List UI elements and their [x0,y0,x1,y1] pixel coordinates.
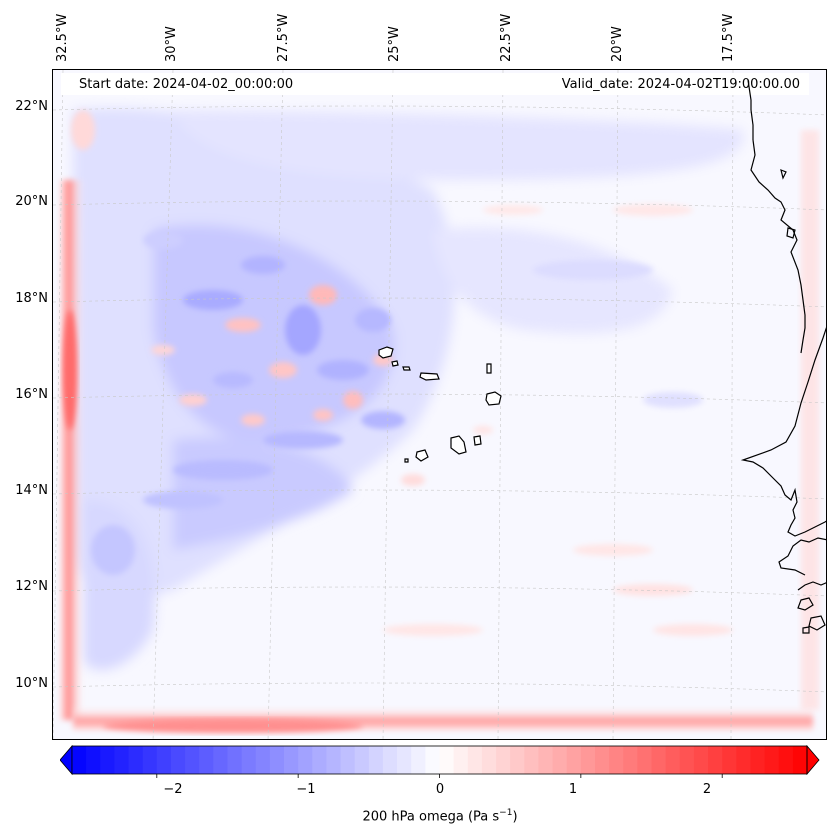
colorbar-segment [693,746,709,774]
colorbar-segment [580,746,596,774]
colorbar-label-exponent: −1 [499,808,513,818]
colorbar-label-main: 200 hPa omega (Pa s [362,809,500,825]
colorbar-segment [778,746,794,774]
colorbar-segment [467,746,483,774]
colorbar-segment [651,746,667,774]
boundary-artifacts [61,130,819,733]
colorbar-segment [354,746,370,774]
right-boundary-band [801,130,819,710]
colorbar-segment [241,746,257,774]
colorbar-segment [326,746,342,774]
start-date-label: Start date: 2024-04-02_00:00:00 [79,77,294,92]
colorbar-segments [60,744,820,776]
colorbar-tick-label: 0 [435,782,445,797]
colorbar-segment [156,746,172,774]
colorbar-segment [708,746,723,774]
colorbar-label: 200 hPa omega (Pa s−1) [362,808,517,824]
colorbar-segment [764,746,780,774]
lat-label: 12°N [15,579,48,594]
african-coastline [740,79,826,634]
colorbar-segment [312,746,328,774]
lat-label: 20°N [15,194,48,209]
annotation-strip [61,73,809,95]
left-boundary-core [63,310,77,430]
colorbar-segment [397,746,412,774]
negative-omega-cells [91,231,703,575]
colorbar-segment [269,746,285,774]
colorbar-segment [792,746,808,774]
lat-label: 14°N [15,483,48,498]
colorbar-segment [142,746,158,774]
colorbar-label-close: ) [512,809,518,825]
colorbar-segment [185,746,200,774]
map-panel [52,69,827,740]
colorbar-segment [453,746,469,774]
lon-label: 30°W [164,26,179,62]
colorbar-segment [594,746,610,774]
colorbar-segment [255,746,271,774]
colorbar [60,744,820,778]
colorbar-segment [382,746,398,774]
bottom-boundary-core [103,719,363,733]
colorbar-segment [496,746,511,774]
colorbar-tick-label: −1 [296,782,316,797]
lon-label: 20°W [610,26,625,62]
lat-label: 18°N [15,291,48,306]
left-boundary-band [61,180,85,720]
colorbar-segment [213,746,229,774]
lat-label: 16°N [15,387,48,402]
colorbar-segment [524,746,540,774]
graticule [53,70,826,739]
colorbar-extend-max [806,744,820,776]
colorbar-segment [227,746,243,774]
valid-date-label: Valid_date: 2024-04-02T19:00:00.00 [561,77,800,92]
cape-verde-islands [378,346,502,463]
positive-omega-cells [71,110,733,636]
colorbar-tick-label: 1 [568,782,578,797]
colorbar-segment [481,746,497,774]
colorbar-segment [679,746,695,774]
colorbar-segment [439,746,455,774]
colorbar-segment [510,746,525,774]
lon-label: 27.5°W [276,13,291,62]
colorbar-extend-min [60,744,73,776]
colorbar-tick-label: 2 [702,782,712,797]
colorbar-segment [637,746,653,774]
colorbar-segment [114,746,130,774]
colorbar-segment [368,746,384,774]
colorbar-segment [623,746,638,774]
colorbar-segment [128,746,144,774]
colorbar-segment [722,746,737,774]
colorbar-segment [566,746,582,774]
colorbar-segment [340,746,356,774]
colorbar-segment [298,746,313,774]
negative-omega-areas [71,108,744,670]
lat-label: 10°N [15,676,48,691]
colorbar-segment [170,746,186,774]
colorbar-segment [284,746,299,774]
lon-label: 22.5°W [499,13,514,62]
omega-field-map [53,70,826,739]
colorbar-segment [736,746,752,774]
lon-label: 17.5°W [721,13,736,62]
colorbar-segment [86,746,101,774]
colorbar-segment [425,746,441,774]
colorbar-segment [72,746,87,774]
colorbar-tick-label: −2 [163,782,183,797]
colorbar-segment [538,746,554,774]
colorbar-segment [609,746,624,774]
colorbar-segment [552,746,568,774]
colorbar-segment [100,746,115,774]
lat-label: 22°N [15,99,48,114]
colorbar-segment [199,746,214,774]
colorbar-ticks [156,774,723,778]
lon-label: 25°W [387,26,402,62]
colorbar-segment [750,746,766,774]
colorbar-segment [411,746,426,774]
colorbar-segment [665,746,681,774]
lon-label: 32.5°W [55,13,70,62]
